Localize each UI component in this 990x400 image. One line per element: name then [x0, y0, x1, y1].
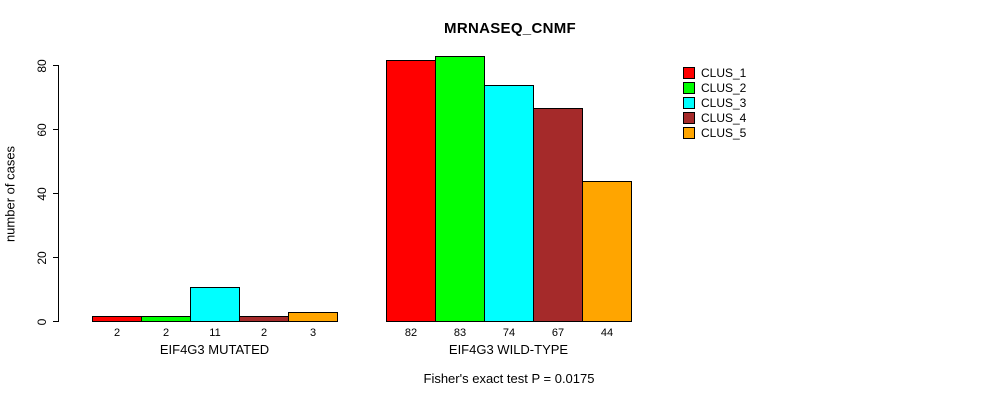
legend-swatch — [683, 126, 695, 139]
y-tick-label: 40 — [35, 187, 49, 201]
legend-label: CLUS_5 — [701, 125, 747, 140]
legend-label: CLUS_2 — [701, 80, 747, 95]
legend-item-clus_2: CLUS_2 — [683, 80, 746, 95]
bar-value-label: 74 — [502, 327, 516, 339]
bar-clus_1-1 — [92, 316, 142, 322]
bar-clus_3-1 — [190, 287, 240, 322]
bar-value-label: 82 — [404, 327, 418, 339]
y-tick-label: 20 — [35, 251, 49, 265]
legend-item-clus_5: CLUS_5 — [683, 125, 746, 140]
legend-item-clus_1: CLUS_1 — [683, 65, 746, 80]
group-label-1: EIF4G3 MUTATED — [159, 342, 270, 357]
legend-swatch — [683, 66, 695, 79]
fisher-test-annotation: Fisher's exact test P = 0.0175 — [423, 371, 595, 386]
y-axis-line — [58, 66, 59, 322]
bar-value-label: 2 — [162, 327, 170, 339]
bar-clus_2-1 — [141, 316, 191, 322]
legend-label: CLUS_1 — [701, 65, 747, 80]
bar-value-label: 83 — [453, 327, 467, 339]
bar-value-label: 44 — [600, 327, 614, 339]
y-tick — [53, 65, 59, 66]
y-tick-label: 80 — [35, 59, 49, 73]
bar-value-label: 2 — [260, 327, 268, 339]
bar-value-label: 2 — [113, 327, 121, 339]
legend-item-clus_4: CLUS_4 — [683, 110, 746, 125]
legend: CLUS_1 CLUS_2 CLUS_3 CLUS_4 CLUS_5 — [683, 65, 746, 140]
legend-item-clus_3: CLUS_3 — [683, 95, 746, 110]
bar-clus_2-2 — [435, 56, 485, 322]
bar-value-label: 11 — [209, 327, 221, 339]
y-tick — [53, 193, 59, 194]
bar-clus_5-2 — [582, 181, 632, 322]
bar-clus_3-2 — [484, 85, 534, 322]
y-axis-title: number of cases — [2, 145, 18, 243]
legend-label: CLUS_4 — [701, 110, 747, 125]
y-tick-label: 60 — [35, 123, 49, 137]
bar-value-label: 3 — [309, 327, 317, 339]
y-tick-label: 0 — [35, 318, 49, 326]
bar-clus_4-2 — [533, 108, 583, 322]
bar-clus_4-1 — [239, 316, 289, 322]
legend-label: CLUS_3 — [701, 95, 747, 110]
group-label-2: EIF4G3 WILD-TYPE — [448, 342, 569, 357]
y-tick — [53, 129, 59, 130]
y-tick — [53, 321, 59, 322]
legend-swatch — [683, 111, 695, 124]
legend-swatch — [683, 96, 695, 109]
bar-clus_1-2 — [386, 60, 436, 322]
bar-value-label: 67 — [551, 327, 565, 339]
chart-title: MRNASEQ_CNMF — [444, 20, 576, 37]
y-tick — [53, 257, 59, 258]
legend-swatch — [683, 81, 695, 94]
bar-clus_5-1 — [288, 312, 338, 322]
